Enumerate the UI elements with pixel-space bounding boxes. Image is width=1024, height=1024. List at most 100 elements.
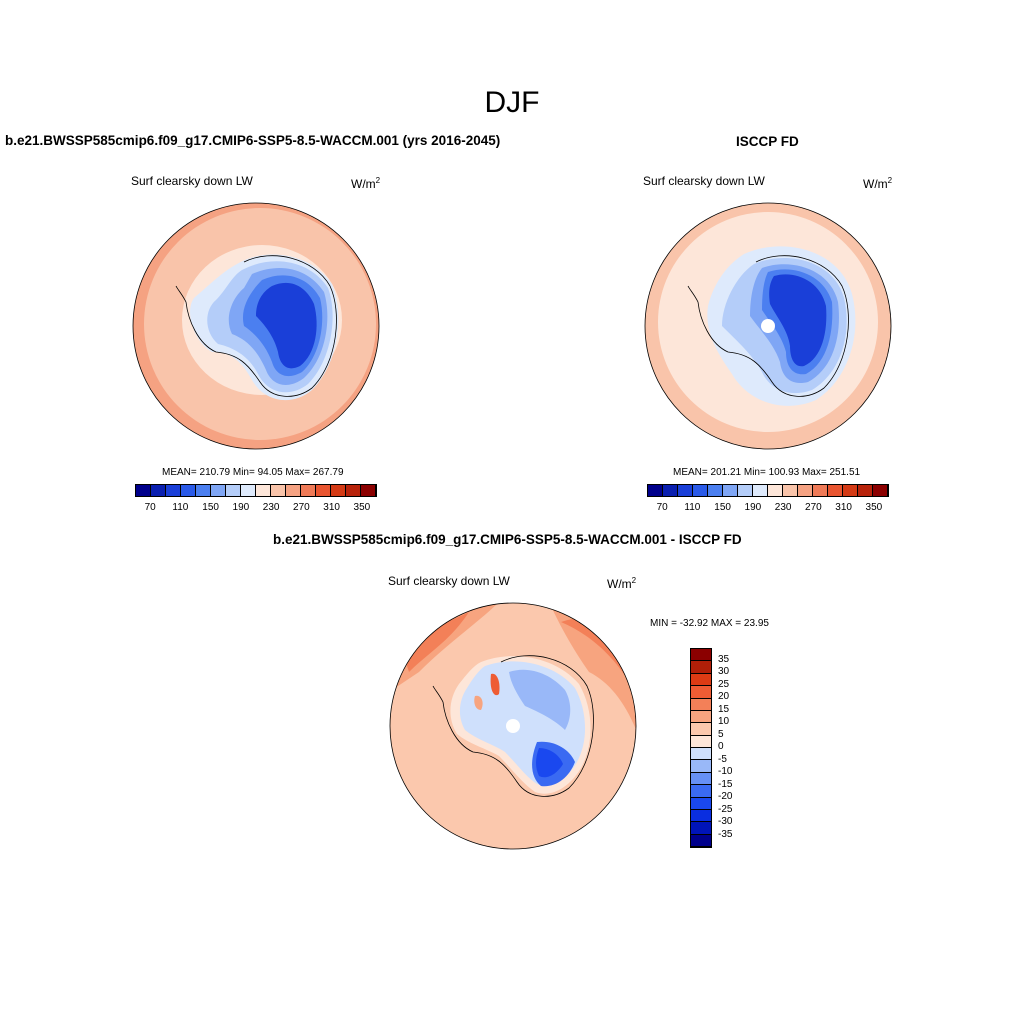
- colorbar-swatch: [691, 673, 711, 687]
- colorbar-swatch: [738, 485, 753, 496]
- colorbar-swatch: [241, 485, 256, 496]
- colorbar-swatch: [151, 485, 166, 496]
- colorbar-tick-label: -30: [718, 816, 733, 827]
- colorbar-swatch: [708, 485, 723, 496]
- right-panel-subtitle: Surf clearsky down LW: [643, 174, 765, 188]
- diff-colorbar: [690, 648, 712, 848]
- colorbar-swatch: [691, 723, 711, 736]
- colorbar-swatch: [181, 485, 196, 496]
- left-panel-title: b.e21.BWSSP585cmip6.f09_g17.CMIP6-SSP5-8…: [5, 133, 501, 148]
- colorbar-swatch: [271, 485, 286, 496]
- colorbar-swatch: [828, 485, 843, 496]
- diff-antarctic-map: [389, 602, 637, 850]
- colorbar-tick-label: 110: [684, 502, 701, 513]
- left-colorbar-ticks: 70 110 150 190 230 270 310 350: [135, 502, 377, 516]
- colorbar-tick-label: 10: [718, 716, 730, 727]
- colorbar-swatch: [346, 485, 361, 496]
- colorbar-tick-label: -25: [718, 803, 733, 815]
- colorbar-swatch: [783, 485, 798, 496]
- colorbar-swatch: [858, 485, 873, 496]
- colorbar-swatch: [691, 649, 711, 662]
- left-panel-subtitle: Surf clearsky down LW: [131, 174, 253, 188]
- colorbar-swatch: [723, 485, 738, 496]
- colorbar-swatch: [691, 735, 711, 748]
- colorbar-swatch: [691, 710, 711, 724]
- colorbar-swatch: [691, 686, 711, 699]
- colorbar-swatch: [798, 485, 813, 496]
- colorbar-tick-label: -10: [718, 766, 733, 777]
- colorbar-tick-label: 35: [718, 653, 730, 665]
- left-colorbar: [135, 484, 377, 497]
- colorbar-swatch: [691, 834, 711, 847]
- colorbar-tick-label: 350: [353, 502, 371, 513]
- colorbar-swatch: [256, 485, 271, 496]
- colorbar-swatch: [691, 748, 711, 761]
- right-panel-units: W/m2: [863, 176, 893, 191]
- right-antarctic-map: [644, 202, 892, 450]
- colorbar-tick-label: 5: [718, 728, 724, 740]
- colorbar-swatch: [648, 485, 663, 496]
- left-panel-units: W/m2: [351, 176, 381, 191]
- colorbar-tick-label: 270: [293, 502, 310, 513]
- colorbar-swatch: [301, 485, 316, 496]
- main-title: DJF: [484, 86, 540, 119]
- colorbar-swatch: [691, 822, 711, 835]
- colorbar-swatch: [768, 485, 783, 496]
- right-panel-stats: MEAN= 201.21 Min= 100.93 Max= 251.51: [673, 467, 861, 478]
- colorbar-swatch: [136, 485, 151, 496]
- colorbar-tick-label: 30: [718, 666, 730, 677]
- colorbar-swatch: [166, 485, 181, 496]
- colorbar-tick-label: 70: [656, 502, 668, 513]
- colorbar-swatch: [316, 485, 331, 496]
- right-panel-title: ISCCP FD: [736, 134, 799, 149]
- colorbar-tick-label: 110: [172, 502, 189, 513]
- colorbar-tick-label: 15: [718, 703, 730, 715]
- colorbar-tick-label: 25: [718, 678, 730, 690]
- colorbar-swatch: [691, 661, 711, 674]
- diff-panel-title: b.e21.BWSSP585cmip6.f09_g17.CMIP6-SSP5-8…: [273, 532, 742, 547]
- colorbar-swatch: [691, 698, 711, 711]
- colorbar-swatch: [873, 485, 888, 496]
- colorbar-swatch: [691, 785, 711, 798]
- colorbar-swatch: [211, 485, 226, 496]
- colorbar-tick-label: 20: [718, 691, 730, 702]
- right-colorbar-ticks: 70 110 150 190 230 270 310 350: [647, 502, 889, 516]
- colorbar-swatch: [691, 809, 711, 823]
- colorbar-swatch: [693, 485, 708, 496]
- colorbar-swatch: [813, 485, 828, 496]
- colorbar-swatch: [361, 485, 376, 496]
- colorbar-tick-label: 190: [232, 502, 250, 513]
- diff-panel-units: W/m2: [607, 576, 637, 591]
- colorbar-tick-label: 310: [323, 502, 340, 513]
- colorbar-tick-label: 190: [744, 502, 762, 513]
- left-panel-stats: MEAN= 210.79 Min= 94.05 Max= 267.79: [162, 467, 344, 478]
- colorbar-tick-label: -15: [718, 778, 733, 790]
- colorbar-swatch: [286, 485, 301, 496]
- diff-panel-stats: MIN = -32.92 MAX = 23.95: [650, 618, 769, 629]
- colorbar-tick-label: 150: [714, 502, 731, 513]
- colorbar-tick-label: -5: [718, 753, 727, 765]
- colorbar-swatch: [843, 485, 858, 496]
- colorbar-tick-label: 230: [262, 502, 280, 513]
- left-antarctic-map: [132, 202, 380, 450]
- diff-panel-subtitle: Surf clearsky down LW: [388, 574, 510, 588]
- colorbar-tick-label: 310: [835, 502, 852, 513]
- colorbar-tick-label: 270: [805, 502, 822, 513]
- colorbar-swatch: [663, 485, 678, 496]
- colorbar-swatch: [331, 485, 346, 496]
- colorbar-swatch: [691, 797, 711, 810]
- colorbar-tick-label: 150: [202, 502, 219, 513]
- right-colorbar: [647, 484, 889, 497]
- colorbar-tick-label: -20: [718, 791, 733, 802]
- colorbar-tick-label: 0: [718, 741, 724, 752]
- colorbar-tick-label: -35: [718, 828, 733, 840]
- colorbar-swatch: [691, 760, 711, 773]
- diff-colorbar-ticks: 35 30 25 20 15 10 5 0 -5 -10 -15 -20 -25 -30 -35: [718, 648, 758, 848]
- colorbar-swatch: [691, 772, 711, 786]
- colorbar-tick-label: 350: [865, 502, 883, 513]
- colorbar-swatch: [226, 485, 241, 496]
- colorbar-swatch: [753, 485, 768, 496]
- colorbar-swatch: [196, 485, 211, 496]
- colorbar-tick-label: 230: [774, 502, 792, 513]
- colorbar-tick-label: 70: [144, 502, 156, 513]
